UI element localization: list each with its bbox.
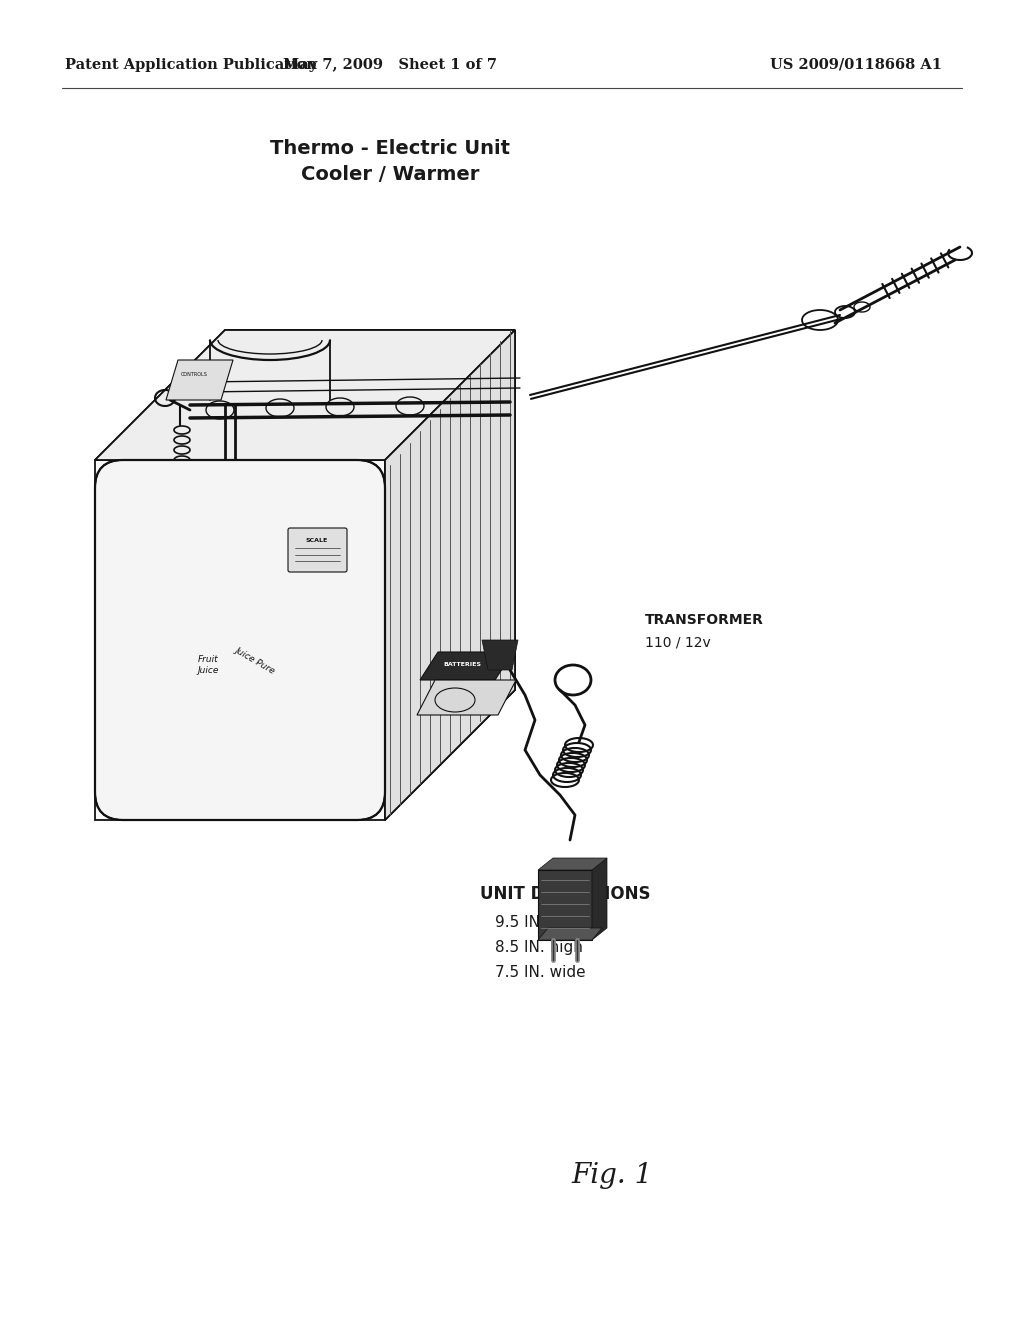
Polygon shape — [95, 459, 385, 820]
Polygon shape — [166, 360, 233, 400]
FancyBboxPatch shape — [96, 461, 384, 818]
FancyBboxPatch shape — [288, 528, 347, 572]
Polygon shape — [385, 330, 515, 820]
Polygon shape — [95, 330, 515, 459]
Polygon shape — [538, 870, 592, 940]
Text: SCALE: SCALE — [306, 539, 328, 543]
Text: BATTERIES: BATTERIES — [443, 663, 481, 668]
Text: Patent Application Publication: Patent Application Publication — [65, 58, 317, 73]
Polygon shape — [420, 652, 513, 680]
Text: Fig. 1: Fig. 1 — [571, 1162, 652, 1189]
Text: Cooler / Warmer: Cooler / Warmer — [301, 165, 479, 185]
Text: CONTROLS: CONTROLS — [180, 372, 208, 378]
Text: 8.5 IN. high: 8.5 IN. high — [495, 940, 583, 954]
Polygon shape — [482, 640, 518, 671]
Polygon shape — [95, 330, 515, 459]
Text: UNIT DIMENSIONS: UNIT DIMENSIONS — [480, 884, 650, 903]
Text: Juice Pure: Juice Pure — [233, 645, 276, 675]
Text: Fruit
Juice: Fruit Juice — [198, 655, 219, 675]
Text: TRANSFORMER: TRANSFORMER — [645, 612, 764, 627]
Text: 110 / 12v: 110 / 12v — [645, 636, 711, 649]
Text: 9.5 IN. long: 9.5 IN. long — [495, 915, 583, 931]
Polygon shape — [417, 680, 516, 715]
Polygon shape — [592, 858, 607, 940]
Text: Thermo - Electric Unit: Thermo - Electric Unit — [270, 139, 510, 157]
Polygon shape — [385, 330, 515, 820]
Polygon shape — [538, 858, 607, 870]
Text: 7.5 IN. wide: 7.5 IN. wide — [495, 965, 586, 979]
Polygon shape — [538, 928, 602, 940]
Text: US 2009/0118668 A1: US 2009/0118668 A1 — [770, 58, 942, 73]
Text: May 7, 2009   Sheet 1 of 7: May 7, 2009 Sheet 1 of 7 — [283, 58, 497, 73]
FancyBboxPatch shape — [95, 459, 385, 820]
